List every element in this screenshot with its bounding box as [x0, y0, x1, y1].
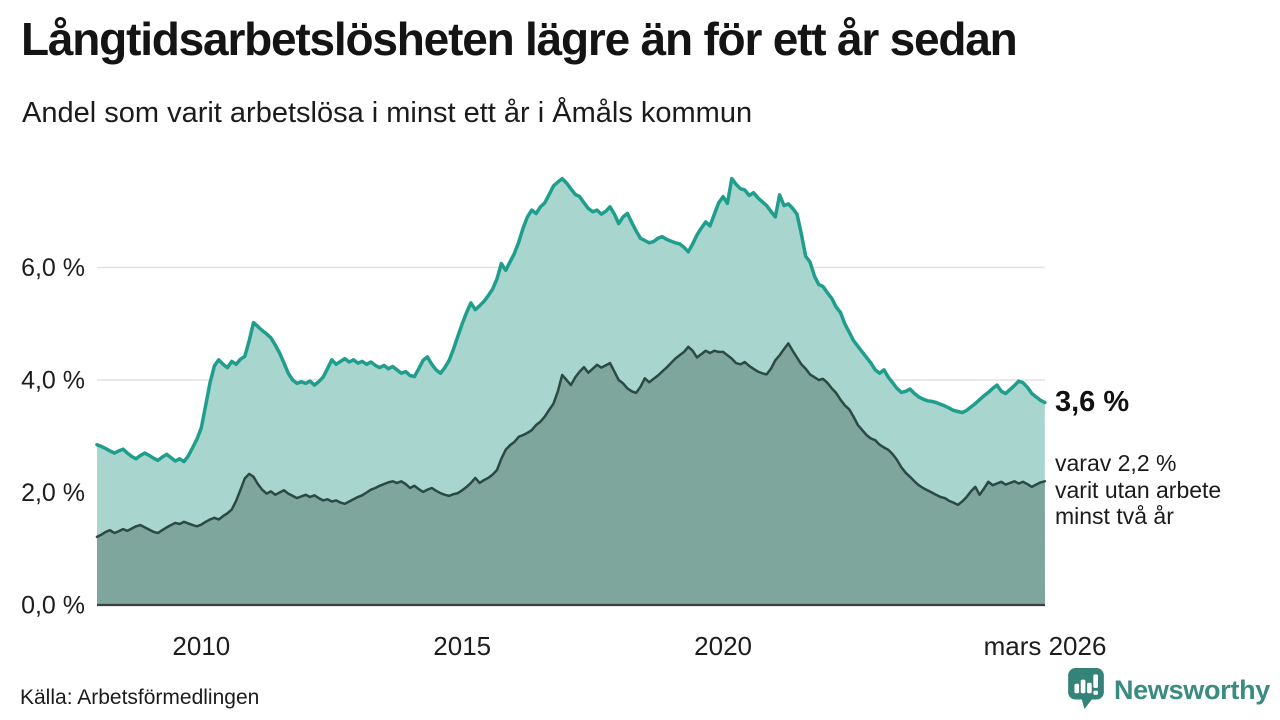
annotation-line-1: varav 2,2 % [1055, 450, 1177, 476]
x-tick-label: 2020 [694, 631, 752, 661]
newsworthy-bubble-chart-icon [1067, 667, 1105, 714]
y-tick-label: 4,0 % [21, 367, 85, 395]
y-tick-label: 6,0 % [21, 254, 85, 282]
x-tick-label: 2010 [172, 631, 230, 661]
newsworthy-wordmark: Newsworthy [1113, 675, 1270, 705]
secondary-annotation: varav 2,2 % varit utan arbete minst två … [1055, 450, 1221, 530]
area-series-2 [97, 343, 1045, 605]
x-tick-label: mars 2026 [984, 631, 1107, 661]
latest-value-label: 3,6 % [1055, 386, 1130, 418]
x-tick-label: 2015 [433, 631, 491, 661]
line-series-2 [95, 342, 1047, 539]
page-title: Långtidsarbetslösheten lägre än för ett … [21, 13, 1018, 65]
page-subtitle: Andel som varit arbetslösa i minst ett å… [22, 97, 753, 129]
newsworthy-logo: Newsworthy [1067, 667, 1270, 714]
y-tick-label: 0,0 % [21, 592, 85, 620]
line-series-1 [95, 176, 1047, 464]
annotation-line-3: minst två år [1055, 503, 1174, 529]
annotation-line-2: varit utan arbete [1055, 476, 1222, 503]
source-credit: Källa: Arbetsförmedlingen [20, 686, 260, 709]
y-tick-label: 2,0 % [21, 479, 85, 507]
